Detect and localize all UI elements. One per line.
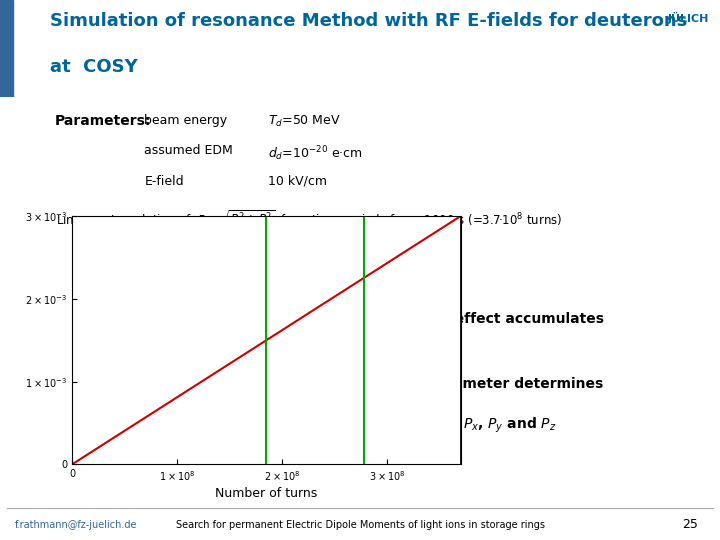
X-axis label: Number of turns: Number of turns (215, 487, 318, 500)
Text: $d_d$=10$^{-20}$ e·cm: $d_d$=10$^{-20}$ e·cm (268, 144, 363, 163)
Text: Linear extrapolation of  $P = \sqrt{P_x^2 + P_z^2}$  for a time period of $\tau_: Linear extrapolation of $P = \sqrt{P_x^2… (56, 209, 562, 230)
Text: Search for permanent Electric Dipole Moments of light ions in storage rings: Search for permanent Electric Dipole Mom… (176, 520, 544, 530)
Text: assumed EDM: assumed EDM (144, 144, 233, 157)
Text: 25: 25 (683, 518, 698, 531)
Text: JÜLICH: JÜLICH (668, 12, 709, 24)
Text: Simulation of resonance Method with RF E-fields for deuterons: Simulation of resonance Method with RF E… (50, 12, 688, 30)
Text: 10 kV/cm: 10 kV/cm (268, 174, 327, 187)
Text: Parameters:: Parameters: (55, 114, 150, 129)
Text: at  COSY: at COSY (50, 58, 138, 76)
Text: EDM effect accumulates: EDM effect accumulates (415, 312, 604, 326)
Text: beam energy: beam energy (144, 114, 228, 127)
Text: f.rathmann@fz-juelich.de: f.rathmann@fz-juelich.de (14, 520, 137, 530)
Text: $P_x$, $P_y$ and $P_z$: $P_x$, $P_y$ and $P_z$ (463, 416, 557, 435)
Bar (0, 0, 13, 97)
Text: E-field: E-field (144, 174, 184, 187)
Text: Polarimeter determines: Polarimeter determines (417, 377, 603, 391)
Text: $T_d$=50 MeV: $T_d$=50 MeV (268, 114, 341, 130)
